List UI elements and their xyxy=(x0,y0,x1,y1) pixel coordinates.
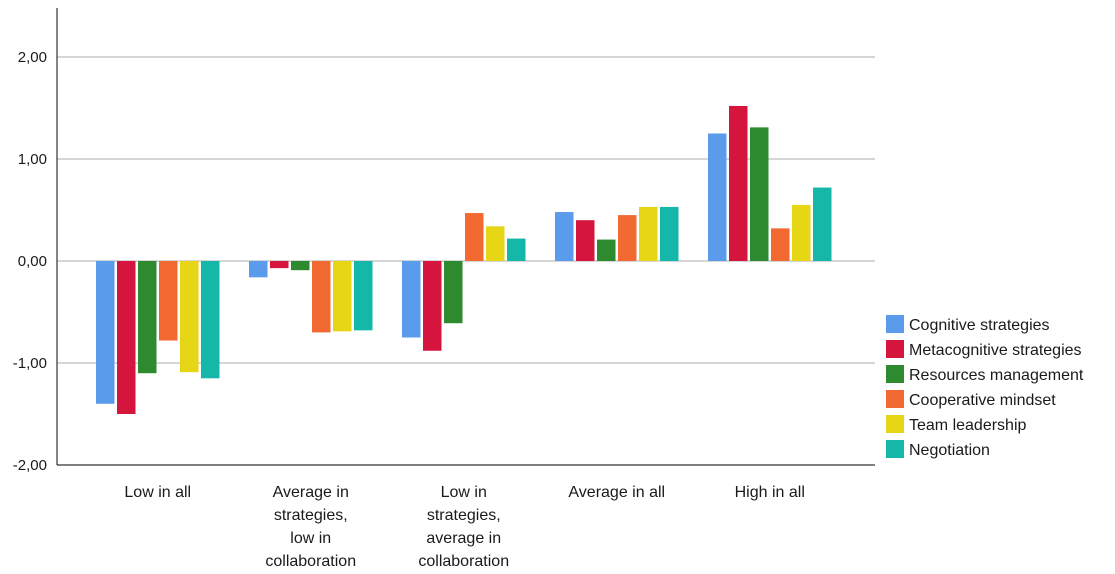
bar xyxy=(201,261,220,379)
bar xyxy=(333,261,352,332)
legend-swatch xyxy=(886,390,904,408)
x-category-label: Low in all xyxy=(124,484,191,501)
bar xyxy=(423,261,442,351)
bar xyxy=(270,261,289,269)
bar xyxy=(159,261,178,341)
legend-label: Team leadership xyxy=(909,417,1027,434)
y-tick-label: 0,00 xyxy=(18,253,47,270)
bar xyxy=(117,261,136,414)
legend-label: Negotiation xyxy=(909,442,990,459)
bar xyxy=(138,261,157,374)
bar xyxy=(402,261,421,338)
x-category-label: Average in all xyxy=(568,484,665,501)
bar xyxy=(771,228,790,261)
bar xyxy=(555,212,574,261)
y-tick-label: -2,00 xyxy=(13,457,47,474)
legend-swatch xyxy=(886,415,904,433)
bar xyxy=(708,133,727,261)
bar xyxy=(576,220,595,261)
bar xyxy=(180,261,199,373)
axes xyxy=(56,8,875,466)
x-axis-categories: Low in all Average in strategies, low in col… xyxy=(124,484,804,570)
legend-label: Cognitive strategies xyxy=(909,317,1050,334)
bar xyxy=(660,206,679,261)
legend-label: Resources management xyxy=(909,367,1084,384)
x-category-label: Average in strategies, low in collaboration xyxy=(265,484,356,570)
bar xyxy=(597,239,616,261)
y-tick-label: 2,00 xyxy=(18,49,47,66)
bar xyxy=(354,261,373,331)
bars xyxy=(96,105,832,414)
legend-swatch xyxy=(886,440,904,458)
x-category-label: High in all xyxy=(735,484,805,501)
bar xyxy=(96,261,115,404)
bar xyxy=(444,261,463,324)
bar xyxy=(639,206,658,261)
legend-label: Cooperative mindset xyxy=(909,392,1056,409)
bar xyxy=(813,187,832,261)
bar xyxy=(729,105,748,262)
legend-swatch xyxy=(886,315,904,333)
bar xyxy=(618,215,637,261)
y-tick-label: 1,00 xyxy=(18,151,47,168)
legend-label: Metacognitive strategies xyxy=(909,342,1082,359)
legend-swatch xyxy=(886,365,904,383)
legend: Cognitive strategies Metacognitive strate… xyxy=(886,315,1084,459)
legend-swatch xyxy=(886,340,904,358)
bar xyxy=(249,261,268,278)
y-tick-label: -1,00 xyxy=(13,355,47,372)
bar xyxy=(507,238,526,261)
bar xyxy=(312,261,331,333)
x-category-label: Low in strategies, average in collaboration xyxy=(418,484,509,570)
bar xyxy=(750,127,769,261)
y-axis-ticks: 2,00 1,00 0,00 -1,00 -2,00 xyxy=(13,49,47,474)
bar xyxy=(291,261,310,271)
bar xyxy=(486,226,505,261)
bar xyxy=(465,213,484,261)
bar xyxy=(792,204,811,261)
